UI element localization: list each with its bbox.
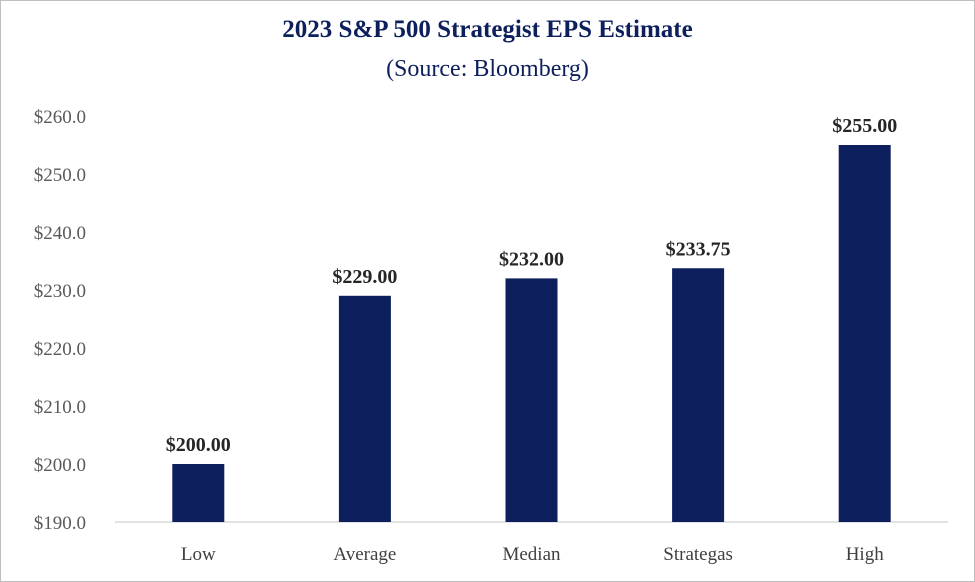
category-label: Median (502, 544, 561, 565)
y-axis-ticks: $190.0 $200.0 $210.0 $220.0 $230.0 $240.0 $250… (34, 107, 86, 534)
data-label: $200.00 (166, 434, 231, 456)
y-tick-label: $240.0 (34, 223, 86, 244)
data-labels: $200.00 $229.00 $232.00 $233.75 $255.00 (166, 115, 897, 456)
bar-average (338, 295, 391, 522)
data-label: $233.75 (666, 238, 731, 260)
chart-subtitle: (Source: Bloomberg) (386, 56, 589, 82)
category-label: Strategas (663, 544, 733, 565)
category-label: Low (181, 544, 216, 565)
category-label: High (846, 544, 885, 565)
y-tick-label: $260.0 (34, 107, 86, 128)
data-label: $229.00 (332, 266, 397, 288)
data-label: $232.00 (499, 248, 564, 270)
bar-high (838, 145, 891, 522)
data-label: $255.00 (832, 115, 897, 137)
bar-median (505, 278, 558, 522)
y-tick-label: $250.0 (34, 165, 86, 186)
category-label: Average (333, 544, 396, 565)
y-tick-label: $210.0 (34, 397, 86, 418)
y-tick-label: $190.0 (34, 513, 86, 534)
bars (172, 145, 891, 522)
y-tick-label: $230.0 (34, 281, 86, 302)
bar-low (172, 464, 225, 522)
y-tick-label: $200.0 (34, 455, 86, 476)
chart-title: 2023 S&P 500 Strategist EPS Estimate (282, 16, 693, 43)
category-labels: Low Average Median Strategas High (181, 544, 884, 565)
bar-strategas (672, 268, 725, 522)
y-tick-label: $220.0 (34, 339, 86, 360)
